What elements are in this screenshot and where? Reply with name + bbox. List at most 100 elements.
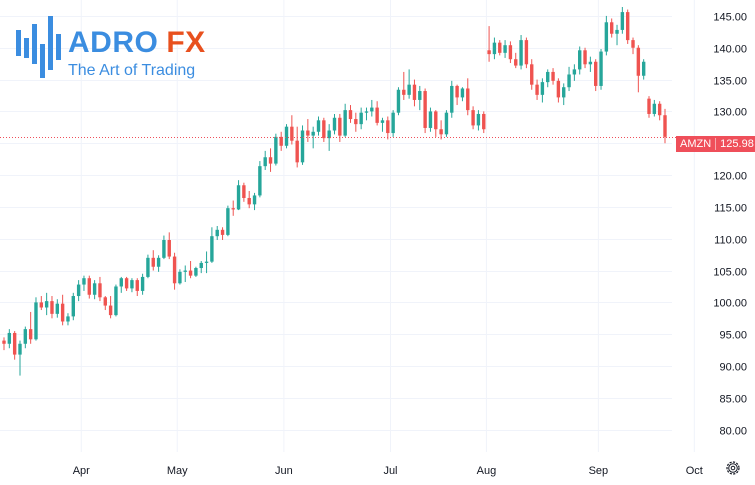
candle	[215, 226, 219, 241]
candle-body	[146, 257, 150, 277]
candle-body	[300, 130, 305, 163]
candle	[588, 56, 593, 72]
candle-body	[268, 157, 273, 164]
candle-body	[34, 302, 38, 340]
candle	[391, 110, 395, 137]
candle-body	[252, 195, 257, 205]
candle-body	[322, 120, 326, 139]
candle	[583, 47, 587, 69]
candle-body	[39, 302, 44, 308]
candle-body	[423, 91, 427, 128]
y-tick-label: 95.00	[719, 330, 747, 342]
candle-body	[572, 69, 577, 75]
candle	[450, 80, 454, 118]
logo-bars-icon	[16, 16, 61, 78]
candle-body	[290, 126, 294, 141]
x-tick-label: Apr	[73, 465, 90, 477]
candle-body	[156, 257, 161, 267]
candle	[220, 227, 225, 241]
candle	[82, 275, 86, 291]
candle	[300, 125, 305, 165]
candle	[76, 280, 81, 302]
candle-body	[348, 110, 353, 120]
candle	[7, 329, 12, 349]
candle	[354, 112, 358, 132]
candle-body	[311, 131, 315, 136]
y-tick-label: 110.00	[714, 235, 747, 247]
candle-body	[530, 64, 534, 85]
candle	[556, 78, 561, 103]
candle	[615, 24, 619, 46]
candle-body	[657, 103, 662, 116]
candle-body	[194, 268, 198, 276]
candle	[428, 107, 433, 132]
candle-body	[364, 111, 369, 113]
candle	[641, 59, 646, 80]
candle-body	[172, 256, 177, 284]
candle	[487, 26, 491, 62]
candle-body	[487, 50, 491, 55]
candle	[327, 124, 331, 151]
candle	[594, 59, 598, 92]
candle-body	[151, 257, 155, 267]
candle	[242, 182, 246, 202]
candle-body	[396, 89, 401, 113]
candle-body	[455, 85, 459, 98]
candle	[492, 37, 497, 60]
candle-body	[450, 85, 454, 113]
candle-body	[76, 284, 81, 297]
candle-body	[66, 316, 70, 322]
candle-body	[599, 51, 603, 86]
candle	[290, 115, 294, 145]
x-tick-label: May	[167, 465, 188, 477]
candle	[508, 41, 513, 64]
candle-body	[44, 301, 49, 308]
candle-body	[636, 47, 641, 76]
candle	[146, 254, 150, 279]
candle	[130, 278, 134, 293]
candle	[226, 205, 230, 237]
y-tick-label: 130.00	[713, 107, 747, 119]
candle-body	[306, 130, 310, 136]
candle-body	[71, 296, 75, 317]
candle	[423, 88, 427, 134]
candle-body	[476, 113, 481, 126]
candle-body	[135, 280, 139, 291]
candle-body	[226, 208, 230, 235]
brand-name-part1: ADRO	[68, 26, 159, 59]
candle-body	[210, 236, 214, 262]
candle	[514, 52, 518, 69]
candle	[402, 71, 406, 100]
x-tick-label: Jun	[275, 465, 293, 477]
candle	[183, 265, 187, 283]
candle-body	[98, 283, 102, 298]
candle	[551, 68, 555, 85]
candle	[647, 96, 651, 118]
y-tick-label: 115.00	[714, 203, 747, 215]
candle	[663, 108, 667, 144]
candle	[231, 200, 235, 216]
candle-body	[279, 136, 283, 146]
candle	[359, 107, 363, 130]
candle	[620, 7, 625, 34]
candle	[162, 235, 166, 260]
candle	[71, 292, 75, 321]
x-tick-label: Oct	[686, 465, 703, 477]
candle-body	[535, 84, 539, 95]
candle	[151, 250, 155, 271]
candle-body	[258, 166, 262, 196]
candle-body	[338, 117, 342, 136]
gear-icon[interactable]	[724, 459, 742, 477]
candle-body	[609, 22, 614, 34]
candle	[50, 296, 54, 319]
candle-body	[588, 61, 593, 65]
candle-body	[503, 45, 507, 53]
candle-body	[316, 120, 321, 132]
candle-body	[604, 22, 609, 52]
candle	[98, 276, 102, 302]
candle	[567, 66, 571, 92]
candle	[178, 269, 182, 285]
candle	[396, 87, 401, 116]
candle	[39, 296, 44, 311]
candle	[66, 313, 70, 326]
